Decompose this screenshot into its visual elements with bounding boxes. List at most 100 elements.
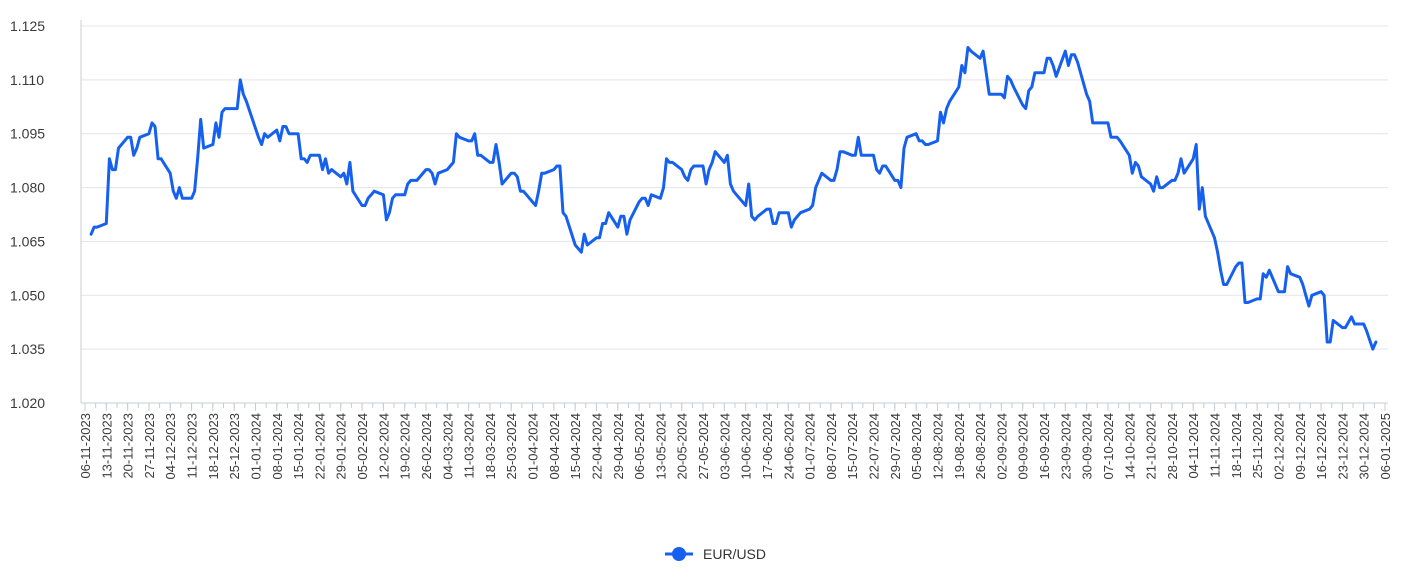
data-point[interactable] — [180, 196, 184, 200]
data-point[interactable] — [1106, 121, 1110, 125]
data-point[interactable] — [220, 110, 224, 114]
data-point[interactable] — [713, 150, 717, 154]
data-point[interactable] — [671, 160, 675, 164]
data-point[interactable] — [1009, 78, 1013, 82]
data-point[interactable] — [202, 146, 206, 150]
data-point[interactable] — [1179, 157, 1183, 161]
data-point[interactable] — [1200, 186, 1204, 190]
data-point[interactable] — [1343, 326, 1347, 330]
data-point[interactable] — [266, 135, 270, 139]
data-point[interactable] — [372, 189, 376, 193]
data-point[interactable] — [1012, 85, 1016, 89]
data-point[interactable] — [1021, 103, 1025, 107]
data-point[interactable] — [1371, 347, 1375, 351]
data-point[interactable] — [497, 160, 501, 164]
data-point[interactable] — [199, 117, 203, 121]
data-point[interactable] — [1234, 265, 1238, 269]
data-point[interactable] — [957, 85, 961, 89]
data-point[interactable] — [878, 171, 882, 175]
data-point[interactable] — [853, 153, 857, 157]
data-point[interactable] — [512, 171, 516, 175]
data-point[interactable] — [680, 168, 684, 172]
data-point[interactable] — [135, 146, 139, 150]
data-point[interactable] — [1149, 182, 1153, 186]
data-point[interactable] — [701, 164, 705, 168]
data-point[interactable] — [573, 243, 577, 247]
data-point[interactable] — [174, 196, 178, 200]
data-point[interactable] — [1130, 171, 1134, 175]
data-point[interactable] — [403, 193, 407, 197]
data-point[interactable] — [1051, 64, 1055, 68]
data-point[interactable] — [263, 132, 267, 136]
data-point[interactable] — [168, 171, 172, 175]
data-point[interactable] — [799, 211, 803, 215]
data-point[interactable] — [1054, 74, 1058, 78]
data-point[interactable] — [914, 132, 918, 136]
data-point[interactable] — [531, 200, 535, 204]
data-point[interactable] — [1176, 171, 1180, 175]
data-point[interactable] — [387, 211, 391, 215]
data-point[interactable] — [732, 189, 736, 193]
data-point[interactable] — [756, 214, 760, 218]
data-point[interactable] — [445, 168, 449, 172]
data-point[interactable] — [117, 146, 121, 150]
data-point[interactable] — [689, 168, 693, 172]
data-point[interactable] — [193, 189, 197, 193]
data-point[interactable] — [558, 164, 562, 168]
data-point[interactable] — [394, 193, 398, 197]
data-point[interactable] — [1353, 322, 1357, 326]
data-point[interactable] — [257, 135, 261, 139]
data-point[interactable] — [458, 135, 462, 139]
data-point[interactable] — [704, 182, 708, 186]
data-point[interactable] — [1261, 272, 1265, 276]
data-point[interactable] — [1115, 135, 1119, 139]
data-point[interactable] — [926, 143, 930, 147]
data-point[interactable] — [448, 164, 452, 168]
data-point[interactable] — [327, 171, 331, 175]
data-point[interactable] — [1304, 293, 1308, 297]
data-point[interactable] — [537, 189, 541, 193]
data-point[interactable] — [753, 218, 757, 222]
data-point[interactable] — [817, 178, 821, 182]
data-point[interactable] — [1203, 214, 1207, 218]
data-point[interactable] — [990, 92, 994, 96]
data-point[interactable] — [1328, 340, 1332, 344]
data-point[interactable] — [491, 160, 495, 164]
data-point[interactable] — [433, 182, 437, 186]
data-point[interactable] — [942, 121, 946, 125]
data-point[interactable] — [1258, 297, 1262, 301]
data-point[interactable] — [561, 211, 565, 215]
data-point[interactable] — [211, 143, 215, 147]
data-point[interactable] — [662, 186, 666, 190]
data-point[interactable] — [579, 250, 583, 254]
data-point[interactable] — [966, 46, 970, 50]
data-point[interactable] — [835, 168, 839, 172]
data-point[interactable] — [728, 182, 732, 186]
data-point[interactable] — [1191, 157, 1195, 161]
data-point[interactable] — [832, 178, 836, 182]
data-point[interactable] — [324, 157, 328, 161]
data-point[interactable] — [150, 121, 154, 125]
data-point[interactable] — [351, 189, 355, 193]
data-point[interactable] — [1365, 329, 1369, 333]
data-point[interactable] — [899, 186, 903, 190]
data-point[interactable] — [735, 193, 739, 197]
data-point[interactable] — [1063, 49, 1067, 53]
data-point[interactable] — [235, 107, 239, 111]
data-point[interactable] — [430, 171, 434, 175]
data-point[interactable] — [1048, 56, 1052, 60]
data-point[interactable] — [217, 135, 221, 139]
data-point[interactable] — [214, 121, 218, 125]
data-point[interactable] — [1283, 290, 1287, 294]
data-point[interactable] — [1216, 250, 1220, 254]
data-point[interactable] — [1088, 99, 1092, 103]
data-point[interactable] — [1152, 189, 1156, 193]
data-point[interactable] — [345, 182, 349, 186]
data-point[interactable] — [238, 78, 242, 82]
data-point[interactable] — [875, 168, 879, 172]
data-point[interactable] — [427, 168, 431, 172]
data-point[interactable] — [147, 132, 151, 136]
data-point[interactable] — [585, 243, 589, 247]
data-point[interactable] — [960, 64, 964, 68]
data-point[interactable] — [1042, 71, 1046, 75]
